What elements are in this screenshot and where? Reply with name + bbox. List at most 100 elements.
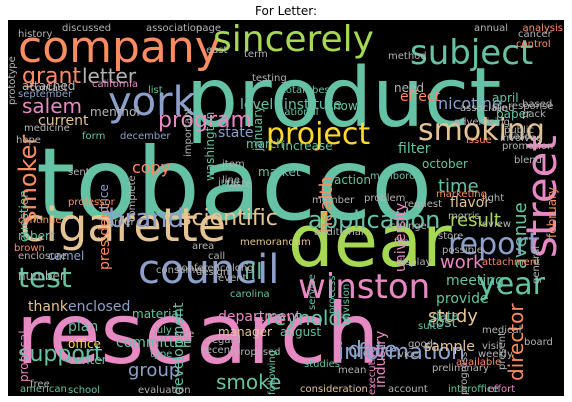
cloud-word: executive bbox=[367, 346, 378, 395]
cloud-word: group bbox=[128, 360, 181, 381]
cloud-word: mean bbox=[338, 365, 367, 376]
cloud-word: item bbox=[222, 159, 245, 170]
cloud-word: form bbox=[82, 131, 106, 142]
cloud-word: brand bbox=[108, 204, 185, 234]
cloud-word: application bbox=[308, 206, 441, 234]
cloud-word: september bbox=[18, 89, 73, 100]
cloud-word: york bbox=[108, 79, 196, 125]
cloud-word: store bbox=[438, 231, 464, 242]
cloud-word: additional bbox=[314, 227, 364, 238]
cloud-word: morris bbox=[448, 211, 480, 222]
cloud-word: august bbox=[280, 325, 322, 339]
cloud-word: discussed bbox=[62, 23, 112, 34]
cloud-word: free bbox=[30, 379, 50, 390]
cloud-word: july bbox=[154, 325, 172, 336]
cloud-word: april bbox=[492, 91, 519, 105]
cloud-word: information bbox=[338, 340, 465, 365]
cloud-word: tobacco bbox=[36, 126, 433, 243]
cloud-word: file bbox=[394, 237, 410, 248]
cloud-word: conference bbox=[176, 263, 232, 274]
cloud-word: director bbox=[504, 303, 528, 381]
cloud-word: consumer bbox=[156, 265, 206, 276]
cloud-word: type bbox=[150, 349, 173, 360]
cloud-word: east bbox=[206, 45, 228, 56]
cloud-word: medicine bbox=[24, 123, 70, 134]
cloud-word: based bbox=[522, 99, 553, 110]
cloud-word: work bbox=[440, 252, 484, 273]
cloud-word: proposal bbox=[17, 330, 31, 382]
cloud-word: report bbox=[448, 227, 540, 262]
cloud-word: preliminary bbox=[432, 363, 489, 374]
cloud-word: office bbox=[68, 337, 101, 351]
cloud-word: plan bbox=[68, 319, 99, 335]
cloud-word: regard bbox=[208, 335, 241, 346]
cloud-word: flavor bbox=[450, 195, 491, 211]
cloud-word: year bbox=[478, 267, 545, 302]
cloud-word: design bbox=[196, 267, 230, 278]
cloud-word: national bbox=[278, 107, 319, 118]
cloud-word: march bbox=[246, 137, 284, 151]
cloud-word: dear bbox=[288, 199, 452, 283]
cloud-word: reynolds bbox=[266, 306, 352, 330]
cloud-word: company bbox=[18, 22, 221, 73]
cloud-word: good bbox=[408, 339, 433, 350]
cloud-word: history bbox=[18, 29, 53, 40]
cloud-word: level bbox=[240, 97, 274, 113]
cloud-word: increase bbox=[282, 139, 333, 153]
cloud-word: development bbox=[171, 302, 187, 396]
cloud-word: salem bbox=[22, 94, 83, 118]
cloud-word: need bbox=[394, 81, 424, 95]
cloud-word: winston bbox=[298, 267, 431, 307]
cloud-word: term bbox=[244, 49, 268, 60]
cloud-word: list bbox=[148, 85, 163, 96]
cloud-word: promotion bbox=[502, 141, 554, 152]
cloud-word: involved bbox=[500, 133, 543, 144]
cloud-word: committee bbox=[116, 335, 192, 351]
cloud-word: area bbox=[192, 241, 215, 252]
cloud-word: page bbox=[196, 23, 221, 34]
cloud-word: filter bbox=[398, 141, 431, 157]
cloud-word: data bbox=[432, 309, 460, 323]
cloud-word: weekly bbox=[478, 349, 513, 360]
cloud-word: number bbox=[18, 269, 65, 283]
cloud-word: council bbox=[138, 247, 280, 293]
cloud-word: issue bbox=[466, 135, 492, 146]
cloud-word: menthol bbox=[90, 105, 140, 119]
cloud-word: review bbox=[478, 219, 512, 230]
cloud-word: hope bbox=[16, 135, 41, 146]
cloud-word: meeting bbox=[446, 273, 505, 289]
cloud-word: sale bbox=[174, 329, 195, 340]
cloud-word: sincerely bbox=[213, 20, 374, 60]
cloud-word: annual bbox=[474, 23, 509, 34]
cloud-word: program bbox=[158, 108, 252, 133]
cloud-word: cancer bbox=[518, 29, 552, 40]
cloud-word: prototype bbox=[8, 56, 18, 105]
cloud-word: display bbox=[396, 257, 432, 268]
cloud-word: sent bbox=[68, 167, 90, 178]
cloud-word: contact bbox=[30, 83, 68, 94]
cloud-word: call bbox=[208, 251, 226, 262]
cloud-word: following bbox=[267, 350, 278, 395]
cloud-word: marlboro bbox=[370, 171, 416, 182]
cloud-word: advertising bbox=[454, 117, 511, 128]
cloud-word: american bbox=[20, 384, 67, 395]
cloud-word: request bbox=[404, 199, 443, 210]
cloud-word: testing bbox=[252, 73, 287, 84]
cloud-word: december bbox=[120, 131, 171, 142]
cloud-word: studies bbox=[304, 359, 340, 370]
cloud-word: product bbox=[186, 51, 502, 146]
cloud-word: enclosure bbox=[18, 251, 67, 262]
cloud-word: taste bbox=[226, 179, 252, 190]
cloud-word: california bbox=[92, 79, 139, 90]
cloud-word: marketing bbox=[436, 189, 487, 200]
cloud-word: study bbox=[428, 306, 478, 327]
cloud-word: control bbox=[516, 39, 551, 50]
cloud-word: available bbox=[456, 357, 502, 368]
cloud-word: case bbox=[508, 131, 531, 142]
cloud-word: line bbox=[222, 175, 241, 186]
cloud-word: cigarette bbox=[20, 198, 227, 252]
cloud-word: october bbox=[422, 157, 468, 171]
cloud-word: thank bbox=[28, 299, 68, 315]
cloud-word: complete bbox=[127, 174, 138, 222]
cloud-word: order bbox=[108, 217, 135, 228]
